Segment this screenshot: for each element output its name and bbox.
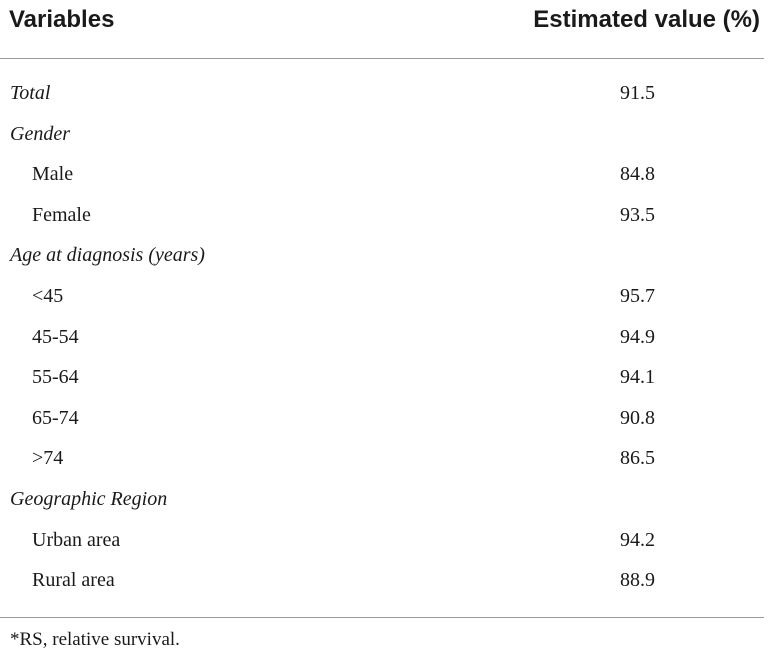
table-header: Variables Estimated value (%) — [0, 0, 772, 58]
table-row-urban-area: Urban area 94.2 — [0, 519, 772, 560]
row-label: Age at diagnosis (years) — [10, 244, 205, 267]
row-label: Urban area — [32, 528, 121, 551]
row-label: Gender — [10, 122, 70, 145]
table-footnote: *RS, relative survival. — [10, 629, 180, 650]
table-row-65-74: 65-74 90.8 — [0, 397, 772, 438]
table-row-male: Male 84.8 — [0, 153, 772, 194]
row-label: 55-64 — [32, 366, 79, 389]
row-value: 94.9 — [620, 325, 655, 348]
row-value: 94.1 — [620, 366, 655, 389]
table-row-gender: Gender — [0, 113, 772, 154]
row-value: 93.5 — [620, 203, 655, 226]
table-row-geographic-region: Geographic Region — [0, 478, 772, 519]
table-row-total: Total 91.5 — [0, 72, 772, 113]
table-row-55-64: 55-64 94.1 — [0, 356, 772, 397]
row-label: >74 — [32, 447, 64, 470]
row-value: 90.8 — [620, 406, 655, 429]
row-label: Geographic Region — [10, 487, 168, 510]
row-value: 94.2 — [620, 528, 655, 551]
row-label: Total — [10, 82, 51, 104]
row-value: 86.5 — [620, 447, 655, 470]
row-label: 65-74 — [32, 406, 79, 429]
row-label: <45 — [32, 284, 64, 307]
row-label: Rural area — [32, 569, 115, 592]
footer-divider — [0, 617, 764, 618]
row-label: Male — [32, 163, 74, 186]
row-value: 84.8 — [620, 163, 655, 186]
row-value: 91.5 — [620, 82, 655, 104]
row-label: Female — [32, 203, 91, 226]
header-divider — [0, 58, 764, 59]
table-row-over-74: >74 86.5 — [0, 437, 772, 478]
column-header-variables: Variables — [9, 6, 115, 33]
row-label: 45-54 — [32, 325, 79, 348]
row-value: 95.7 — [620, 284, 655, 307]
table-row-45-54: 45-54 94.9 — [0, 316, 772, 357]
table-row-under-45: <45 95.7 — [0, 275, 772, 316]
table-body: Total 91.5 Gender Male 84.8 Female 93.5 … — [0, 72, 772, 600]
column-header-estimated-value: Estimated value (%) — [533, 6, 760, 33]
row-value: 88.9 — [620, 569, 655, 592]
table-row-rural-area: Rural area 88.9 — [0, 559, 772, 600]
table-row-age-at-diagnosis: Age at diagnosis (years) — [0, 234, 772, 275]
table-row-female: Female 93.5 — [0, 194, 772, 235]
